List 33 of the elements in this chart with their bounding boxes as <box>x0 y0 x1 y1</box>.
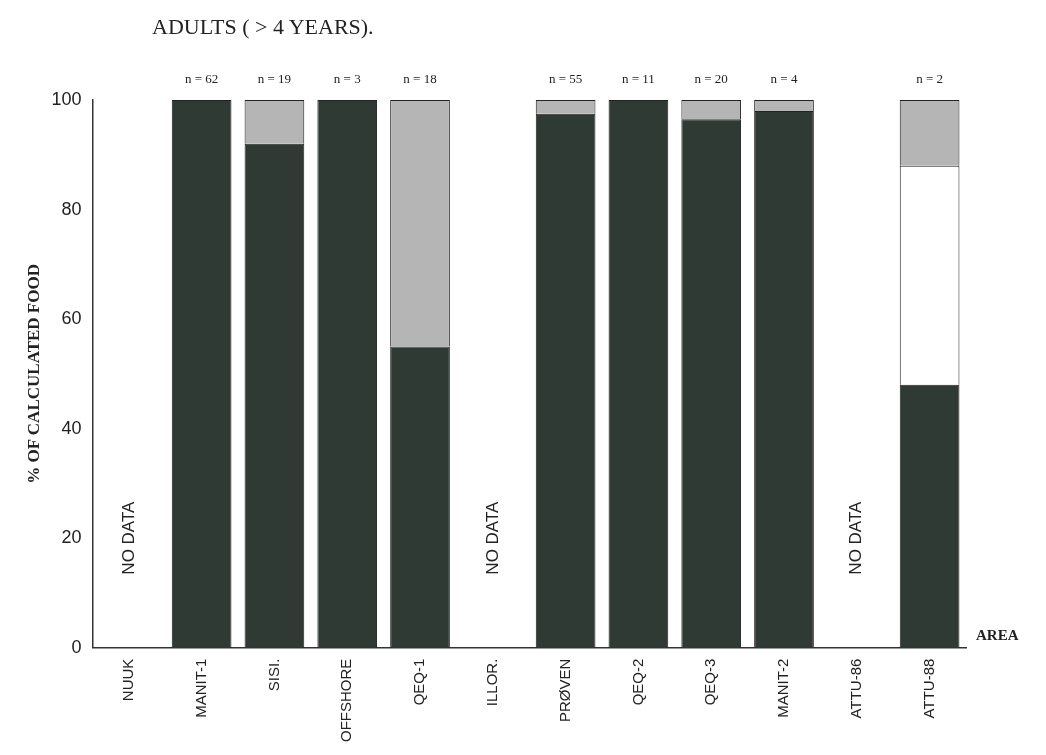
annotation: NO DATA <box>846 500 866 575</box>
annotation: NO DATA <box>482 500 502 575</box>
y-axis-title: % OF CALCULATED FOOD <box>23 264 43 484</box>
x-tick-label: MANIT-2 <box>774 658 792 718</box>
y-tick-label: 60 <box>61 308 82 329</box>
annotation: n = 3 <box>333 70 361 86</box>
y-tick-label: 0 <box>71 636 82 657</box>
x-axis-title: AREA <box>976 627 1019 644</box>
annotation: NO DATA <box>118 500 138 575</box>
x-tick-label: NUUK <box>118 658 136 702</box>
annotation: n = 20 <box>694 70 728 86</box>
annotation: n = 55 <box>548 70 583 86</box>
y-tick-label: 20 <box>61 527 82 548</box>
x-tick-label: MANIT-1 <box>191 658 209 718</box>
x-tick-label: ATTU-88 <box>919 658 937 719</box>
annotation: n = 4 <box>770 70 798 86</box>
y-tick-label: 40 <box>61 417 82 438</box>
x-tick-label: SISI. <box>264 658 282 692</box>
x-tick-label: PRØVEN <box>555 658 573 723</box>
y-tick-label: 80 <box>61 198 82 219</box>
x-tick-label: QEQ-3 <box>701 658 719 706</box>
x-tick-label: QEQ-2 <box>628 658 646 706</box>
x-tick-label: ATTU-86 <box>846 658 864 719</box>
annotation: n = 11 <box>621 70 655 86</box>
annotation: n = 62 <box>184 70 219 86</box>
x-tick-label: OFFSHORE <box>337 658 355 743</box>
x-tick-label: QEQ-1 <box>410 658 428 706</box>
annotation: n = 18 <box>403 70 437 86</box>
annotation: n = 2 <box>916 70 944 86</box>
chart-title: ADULTS ( > 4 YEARS). <box>152 14 374 40</box>
annotation: n = 19 <box>257 70 292 86</box>
x-tick-label: ILLOR. <box>482 658 500 707</box>
y-tick-label: 100 <box>51 88 82 109</box>
